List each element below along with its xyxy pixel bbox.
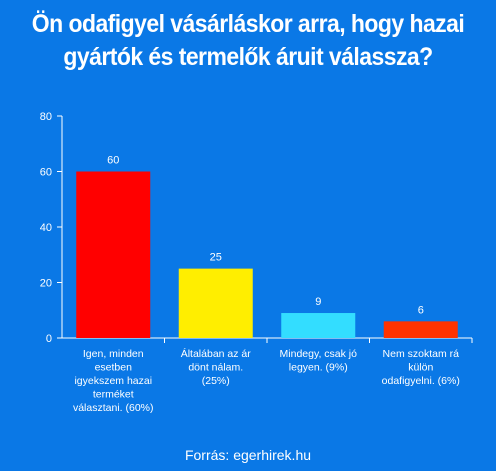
x-tick-label: Általában az ár dönt nálam. (25%) xyxy=(181,347,252,387)
bar xyxy=(281,313,356,338)
data-label: 60 xyxy=(107,155,119,167)
x-tick-label: Igen, minden esetben igyekszem hazai termék… xyxy=(73,348,154,414)
y-tick-label: 80 xyxy=(40,111,52,123)
y-tick-label: 60 xyxy=(40,167,52,179)
data-label: 9 xyxy=(315,296,321,308)
y-tick-label: 40 xyxy=(40,222,52,234)
source-note: Forrás: egerhirek.hu xyxy=(184,447,312,463)
data-label: 6 xyxy=(418,304,424,316)
bar xyxy=(383,321,458,338)
y-tick-label: 20 xyxy=(40,278,52,290)
data-label: 25 xyxy=(210,252,222,264)
bar xyxy=(178,268,253,338)
chart-title: Ön odafigyel vásárláskor arra, hogy haza… xyxy=(31,10,465,71)
x-tick-label: Nem szoktam rá külön odafigyelni. (6%) xyxy=(382,348,460,387)
y-tick-label: 0 xyxy=(46,333,52,345)
x-tick-label: Mindegy, csak jó legyen. (9%) xyxy=(280,348,358,374)
bar xyxy=(76,171,151,338)
